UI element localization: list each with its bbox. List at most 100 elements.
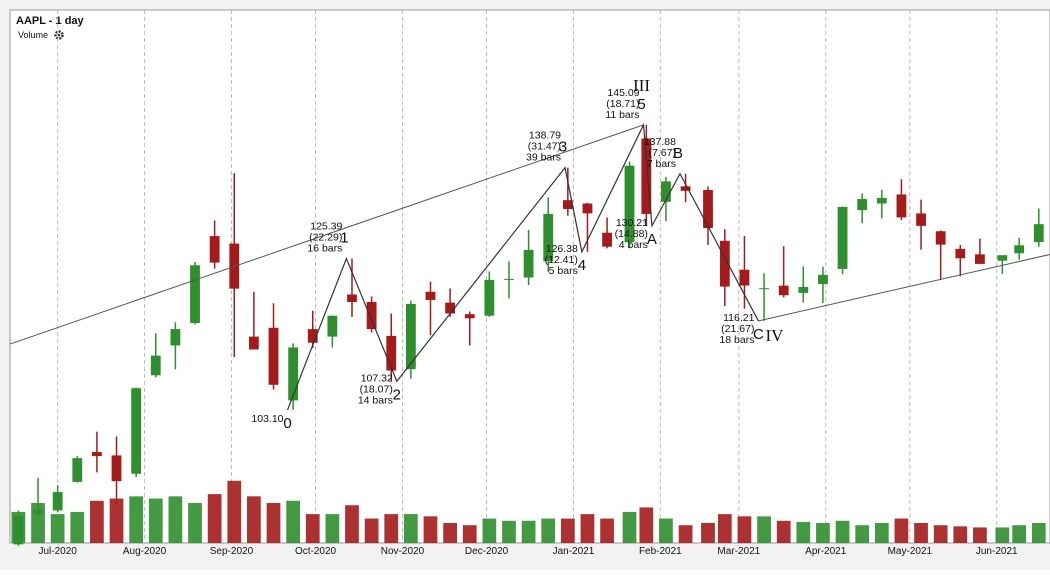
wave-label: A xyxy=(647,231,657,248)
volume-bar xyxy=(914,523,928,543)
volume-bar xyxy=(129,496,144,543)
volume-bar xyxy=(227,480,242,543)
volume-bar xyxy=(266,503,281,543)
candle-body xyxy=(798,286,809,293)
wave-label: C xyxy=(753,326,764,343)
wave-annotation: 14 bars xyxy=(358,394,393,406)
volume-bar xyxy=(168,496,183,543)
x-tick-label: Nov-2020 xyxy=(381,546,425,557)
volume-bar xyxy=(622,511,637,543)
candle-body xyxy=(624,165,635,243)
candle-body xyxy=(33,509,43,514)
candle-body xyxy=(857,199,868,211)
candle-body xyxy=(327,315,338,337)
candle-body xyxy=(703,189,713,229)
volume-bar xyxy=(462,525,477,543)
volume-bar xyxy=(443,523,457,543)
volume-bar xyxy=(639,507,654,543)
candle-body xyxy=(661,181,671,202)
volume-bar xyxy=(364,518,379,543)
candle-body xyxy=(837,206,848,269)
wave-annotation: 18 bars xyxy=(719,334,754,346)
candle-body xyxy=(150,355,161,376)
trendline xyxy=(758,253,1050,322)
volume-bar xyxy=(717,514,732,543)
wave-annotation: 125.39 xyxy=(310,221,342,233)
wave-annotation: (14.88) xyxy=(615,228,648,240)
wave-label: 4 xyxy=(578,257,586,274)
volume-bar xyxy=(1012,525,1027,543)
candle-body xyxy=(13,516,24,545)
wave-annotation: (31.47) xyxy=(528,141,561,153)
candle-body xyxy=(975,254,985,264)
wave-annotation: 5 bars xyxy=(549,265,578,277)
volume-bar xyxy=(796,521,811,543)
wave-line xyxy=(286,122,759,411)
candle-body xyxy=(916,213,926,226)
volume-label: Volume xyxy=(18,30,48,40)
x-tick-label: Dec-2020 xyxy=(465,546,509,557)
wave-annotation: 7 bars xyxy=(647,158,676,170)
wave-annotation: (12.41) xyxy=(545,254,578,266)
candle-body xyxy=(288,347,299,401)
candle-body xyxy=(778,285,789,296)
candle-body xyxy=(72,458,83,482)
candle-body xyxy=(484,279,495,316)
candle-body xyxy=(602,232,612,247)
wave-degree: IV xyxy=(765,326,784,345)
volume-bar xyxy=(776,520,791,543)
wave-annotation: 145.09 xyxy=(607,87,639,99)
wave-label: 1 xyxy=(340,230,348,247)
volume-bar xyxy=(502,520,516,543)
volume-bar xyxy=(188,503,202,543)
candle-body xyxy=(876,197,887,204)
candle-body xyxy=(307,329,318,343)
wave-label: 0 xyxy=(283,415,291,432)
candle-body xyxy=(248,336,259,350)
volume-bar xyxy=(70,511,85,543)
volume-bar xyxy=(737,516,752,543)
volume-bar xyxy=(816,523,830,543)
candle-body xyxy=(582,203,593,214)
wave-annotation: 39 bars xyxy=(526,152,561,164)
volume-bar xyxy=(90,500,104,543)
x-tick-label: Feb-2021 xyxy=(639,546,682,557)
candle-body xyxy=(209,236,220,263)
volume-bar xyxy=(305,514,320,543)
volume-bar xyxy=(521,520,536,543)
volume-bar xyxy=(995,527,1010,543)
candle-body xyxy=(523,249,534,278)
gear-icon[interactable] xyxy=(54,30,64,40)
volume-bar xyxy=(874,523,889,543)
candle-body xyxy=(52,492,63,511)
volume-bar xyxy=(855,525,870,543)
wave-annotation: (21.67) xyxy=(721,323,754,335)
x-tick-label: Mar-2021 xyxy=(717,546,760,557)
x-tick-label: Aug-2020 xyxy=(123,546,167,557)
wave-annotation: (22.29) xyxy=(309,232,342,244)
volume-bar xyxy=(109,498,124,543)
volume-bar xyxy=(894,518,909,543)
candle-body xyxy=(818,274,828,284)
candle-body xyxy=(1033,224,1044,243)
volume-bar xyxy=(541,518,556,543)
candle-body xyxy=(425,291,436,300)
candle-body xyxy=(504,278,514,280)
volume-bar xyxy=(600,518,614,543)
volume-bar xyxy=(953,526,968,543)
candle-body xyxy=(739,269,750,286)
wave-annotation: 138.79 xyxy=(529,130,561,142)
wave-annotation: 4 bars xyxy=(619,239,648,251)
wave-annotation: (18.07) xyxy=(360,383,393,395)
volume-bar xyxy=(701,523,715,543)
wave-label: 5 xyxy=(637,96,645,113)
candle-body xyxy=(111,455,122,482)
volume-bar xyxy=(1031,523,1046,543)
wave-annotation: (18.71) xyxy=(606,98,639,110)
candle-body xyxy=(445,302,456,314)
candle-body xyxy=(759,288,769,290)
candle-body xyxy=(543,213,554,262)
volume-bar xyxy=(207,494,222,543)
candle-body xyxy=(997,255,1008,261)
wave-label: B xyxy=(673,145,683,162)
